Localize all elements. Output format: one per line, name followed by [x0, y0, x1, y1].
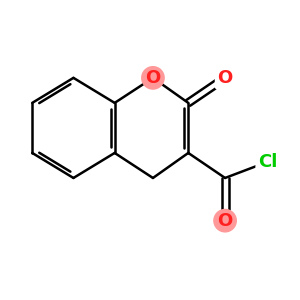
Text: O: O	[218, 212, 233, 230]
Circle shape	[142, 67, 164, 89]
Circle shape	[214, 209, 236, 232]
Text: O: O	[218, 69, 233, 87]
Text: Cl: Cl	[258, 153, 278, 171]
Text: O: O	[145, 69, 160, 87]
